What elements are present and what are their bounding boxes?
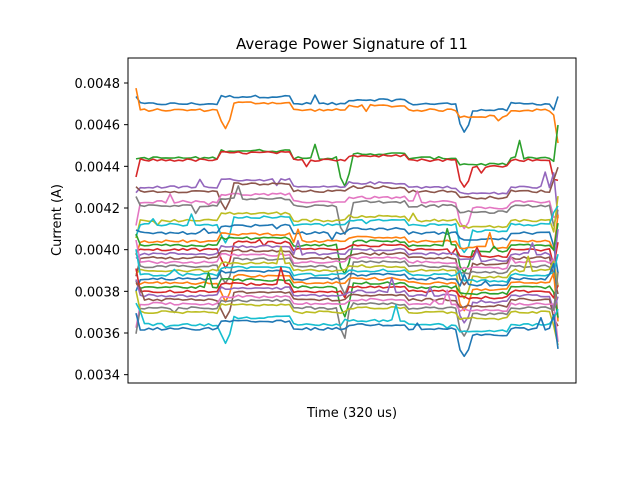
series-line-1 xyxy=(135,87,559,144)
x-axis-label: Time (320 us) xyxy=(306,406,397,421)
y-axis-label: Current (A) xyxy=(50,184,65,256)
series-line-25 xyxy=(135,282,559,327)
series-line-8 xyxy=(135,196,559,239)
y-tick-label-6: 0.0046 xyxy=(75,119,121,134)
plot-frame xyxy=(127,57,577,384)
y-tick-label-4: 0.0042 xyxy=(75,202,121,217)
y-tick-label-5: 0.0044 xyxy=(75,160,121,175)
series-line-14 xyxy=(135,229,559,267)
series-line-23 xyxy=(135,266,559,300)
series-line-2 xyxy=(135,124,559,187)
series-layer xyxy=(135,87,559,358)
series-line-4 xyxy=(135,171,559,219)
series-line-24 xyxy=(135,277,559,324)
series-line-17 xyxy=(135,252,559,296)
series-line-16 xyxy=(135,239,559,287)
y-tick-label-3: 0.0040 xyxy=(75,244,121,259)
series-line-7 xyxy=(135,185,559,235)
y-axis: 0.0034 0.0036 0.0038 0.0040 0.0042 0.0044 0.00… xyxy=(75,77,128,384)
series-line-9 xyxy=(135,205,559,254)
series-line-13 xyxy=(135,238,559,269)
series-line-11 xyxy=(135,214,559,256)
series-line-0 xyxy=(135,94,559,133)
series-line-28 xyxy=(135,290,559,346)
series-line-6 xyxy=(135,190,559,230)
series-line-29 xyxy=(135,302,559,345)
series-line-30 xyxy=(135,313,559,358)
series-line-26 xyxy=(135,289,559,343)
series-line-5 xyxy=(135,167,559,211)
y-tick-label-1: 0.0036 xyxy=(75,327,121,342)
chart-title: Average Power Signature of 11 xyxy=(236,35,468,53)
series-line-19 xyxy=(135,249,559,283)
series-line-3 xyxy=(135,150,559,188)
series-line-15 xyxy=(135,248,559,295)
y-tick-label-0: 0.0034 xyxy=(75,369,121,384)
series-line-18 xyxy=(135,245,559,300)
series-line-27 xyxy=(135,272,559,340)
y-tick-label-7: 0.0048 xyxy=(75,77,121,92)
y-tick-label-2: 0.0038 xyxy=(75,285,121,300)
